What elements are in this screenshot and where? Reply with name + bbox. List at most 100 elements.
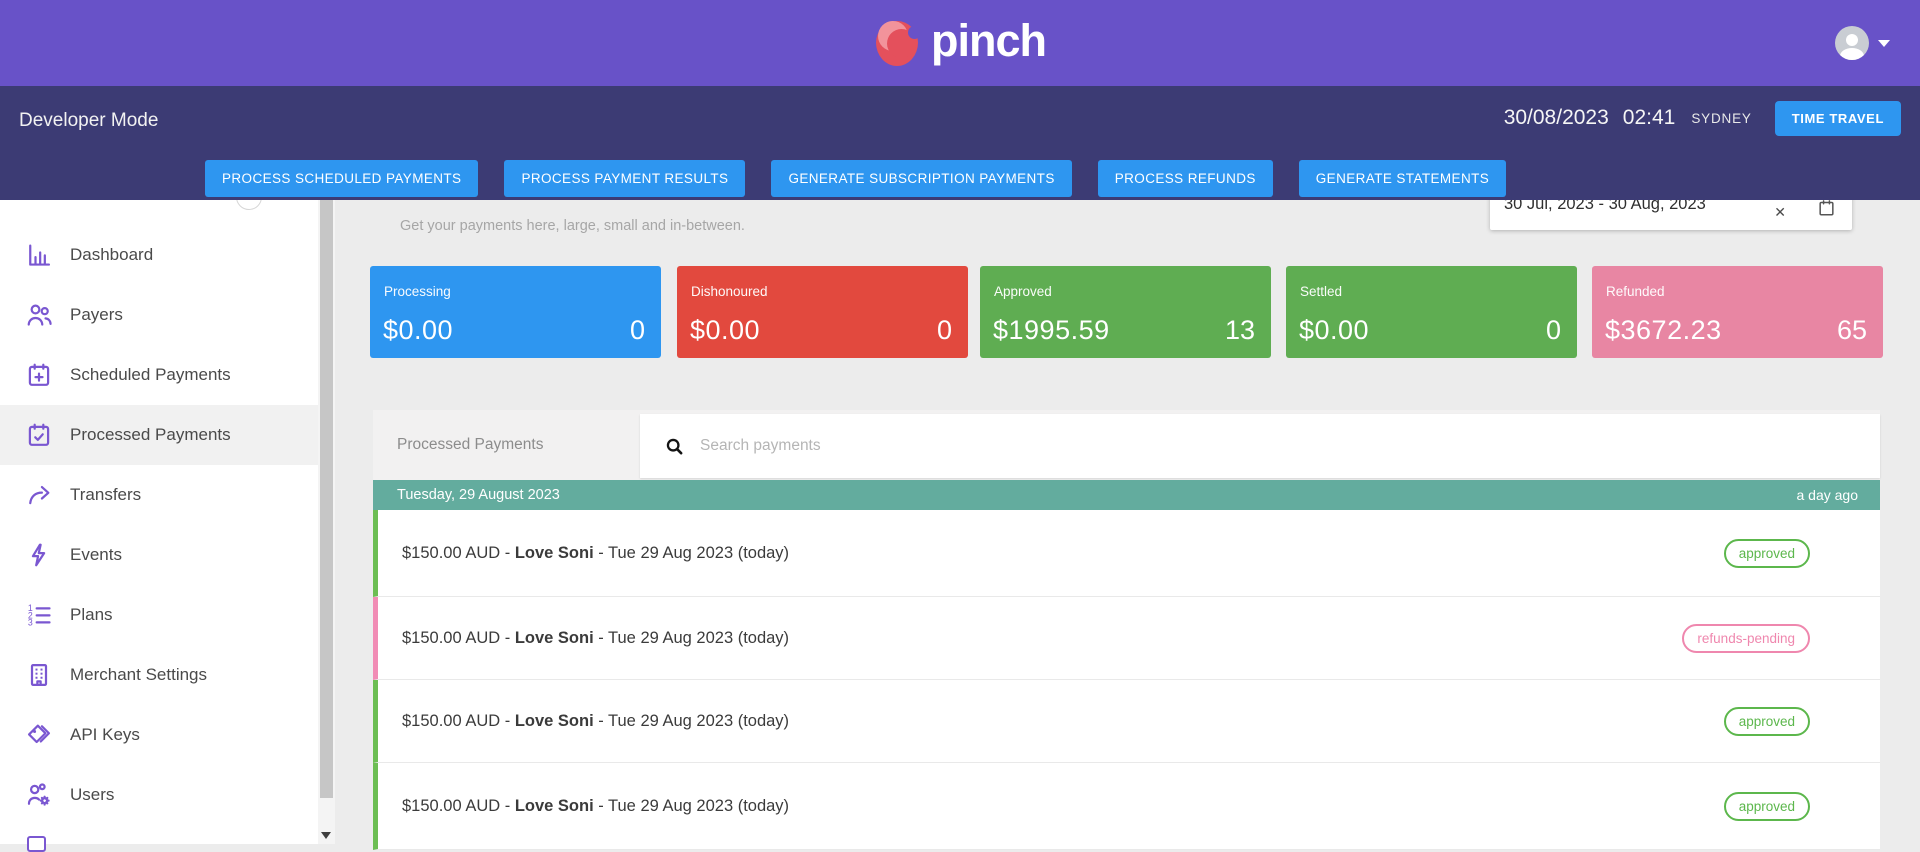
payment-description: $150.00 AUD - Love Soni - Tue 29 Aug 202… — [378, 712, 789, 731]
sidebar-item-events[interactable]: Events — [0, 525, 318, 585]
payment-date: - Tue 29 Aug 2023 (today) — [593, 543, 790, 562]
process-payment-results-button[interactable]: PROCESS PAYMENT RESULTS — [504, 160, 746, 197]
scroll-down-arrow-icon[interactable] — [321, 832, 331, 839]
payment-amount: $150.00 AUD - — [402, 543, 515, 562]
sidebar-item-label: Payers — [70, 305, 123, 324]
devbar-clock: 30/08/2023 02:41 SYDNEY TIME TRAVEL — [1504, 100, 1901, 136]
payment-description: $150.00 AUD - Love Soni - Tue 29 Aug 202… — [378, 797, 789, 816]
developer-actions: PROCESS SCHEDULED PAYMENTS PROCESS PAYME… — [205, 160, 1507, 197]
payment-date: - Tue 29 Aug 2023 (today) — [593, 628, 790, 647]
stat-card-processing[interactable]: Processing $0.00 0 — [370, 266, 661, 358]
person-icon — [1846, 34, 1858, 46]
sidebar-item-api-keys[interactable]: API Keys — [0, 705, 318, 765]
user-menu[interactable] — [1835, 0, 1890, 86]
tag-icon — [25, 721, 53, 749]
sidebar-item-processed-payments[interactable]: Processed Payments — [0, 405, 318, 465]
sidebar-item-merchant-settings[interactable]: Merchant Settings — [0, 645, 318, 705]
payer-name: Love Soni — [514, 796, 594, 815]
users-gear-icon — [25, 781, 53, 809]
sidebar-item-label: Dashboard — [70, 245, 154, 264]
building-icon — [25, 661, 53, 689]
chevron-down-icon — [1878, 39, 1890, 47]
stat-label: Dishonoured — [691, 284, 768, 299]
sidebar-item-label: Merchant Settings — [70, 665, 208, 684]
timezone-label: SYDNEY — [1691, 110, 1752, 126]
svg-text:1: 1 — [28, 603, 33, 613]
payment-amount: $150.00 AUD - — [402, 628, 515, 647]
payment-row[interactable]: $150.00 AUD - Love Soni - Tue 29 Aug 202… — [373, 680, 1880, 763]
generate-subscription-payments-button[interactable]: GENERATE SUBSCRIPTION PAYMENTS — [771, 160, 1072, 197]
payer-name: Love Soni — [514, 711, 594, 730]
stat-count: 0 — [629, 315, 645, 345]
stat-amount: $1995.59 — [993, 315, 1110, 345]
transfer-arrow-icon — [25, 481, 53, 509]
lightning-icon — [25, 541, 53, 569]
payer-name: Love Soni — [514, 628, 594, 647]
group-date-label: Tuesday, 29 August 2023 — [397, 487, 560, 503]
payment-row[interactable]: $150.00 AUD - Love Soni - Tue 29 Aug 202… — [373, 510, 1880, 597]
scrollbar-thumb[interactable] — [320, 200, 333, 798]
stat-amount: $0.00 — [690, 315, 761, 345]
sidebar-nav: Dashboard Payers Scheduled Payments Proc… — [0, 225, 318, 825]
current-time: 02:41 — [1622, 106, 1676, 129]
stat-label: Settled — [1300, 284, 1343, 299]
calendar-plus-icon — [25, 361, 53, 389]
stat-card-refunded[interactable]: Refunded $3672.23 65 — [1592, 266, 1883, 358]
status-badge: approved — [1723, 706, 1810, 736]
sidebar-item-transfers[interactable]: Transfers — [0, 465, 318, 525]
svg-text:3: 3 — [28, 618, 33, 628]
stat-count: 65 — [1836, 315, 1867, 345]
payments-list-header: Processed Payments — [373, 410, 1880, 480]
payment-description: $150.00 AUD - Love Soni - Tue 29 Aug 202… — [378, 544, 789, 563]
payment-description: $150.00 AUD - Love Soni - Tue 29 Aug 202… — [378, 629, 789, 648]
clear-icon[interactable]: ✕ — [1774, 204, 1786, 220]
stat-label: Refunded — [1606, 284, 1665, 299]
payment-row[interactable]: $150.00 AUD - Love Soni - Tue 29 Aug 202… — [373, 597, 1880, 680]
time-travel-button[interactable]: TIME TRAVEL — [1774, 100, 1901, 136]
sidebar-scrollbar[interactable] — [318, 200, 335, 844]
stat-count: 0 — [1545, 315, 1561, 345]
sidebar-item-partial-icon — [27, 836, 46, 852]
pinch-logo-text: pinch — [931, 14, 1047, 66]
payment-amount: $150.00 AUD - — [402, 711, 515, 730]
process-refunds-button[interactable]: PROCESS REFUNDS — [1097, 160, 1273, 197]
stat-card-settled[interactable]: Settled $0.00 0 — [1286, 266, 1577, 358]
sidebar-item-payers[interactable]: Payers — [0, 285, 318, 345]
status-badge: refunds-pending — [1682, 623, 1810, 653]
group-relative-time: a day ago — [1796, 487, 1859, 503]
sidebar-item-label: API Keys — [70, 725, 140, 744]
list-title: Processed Payments — [397, 436, 544, 453]
pinch-logo[interactable]: pinch — [874, 14, 1047, 69]
sidebar-item-label: Events — [70, 545, 122, 564]
bar-chart-icon — [25, 241, 53, 269]
search-icon — [666, 438, 683, 454]
stat-card-approved[interactable]: Approved $1995.59 13 — [980, 266, 1271, 358]
avatar[interactable] — [1835, 26, 1869, 60]
sidebar-item-dashboard[interactable]: Dashboard — [0, 225, 318, 285]
sidebar-item-label: Processed Payments — [70, 425, 231, 444]
developer-mode-label: Developer Mode — [19, 110, 159, 131]
stat-count: 0 — [936, 315, 952, 345]
sidebar-item-scheduled-payments[interactable]: Scheduled Payments — [0, 345, 318, 405]
calendar-check-icon — [25, 421, 53, 449]
process-scheduled-payments-button[interactable]: PROCESS SCHEDULED PAYMENTS — [205, 160, 479, 197]
search-box[interactable] — [640, 414, 1880, 478]
search-input[interactable] — [700, 437, 1860, 455]
calendar-icon[interactable] — [1817, 198, 1836, 223]
payment-amount: $150.00 AUD - — [402, 796, 515, 815]
pinch-logo-icon — [874, 18, 921, 68]
stat-label: Processing — [384, 284, 451, 299]
sidebar-item-users[interactable]: Users — [0, 765, 318, 825]
status-badge: approved — [1723, 538, 1810, 568]
payment-row[interactable]: $150.00 AUD - Love Soni - Tue 29 Aug 202… — [373, 763, 1880, 850]
payer-name: Love Soni — [514, 543, 594, 562]
stat-card-dishonoured[interactable]: Dishonoured $0.00 0 — [677, 266, 968, 358]
current-date: 30/08/2023 — [1503, 106, 1609, 129]
stat-count: 13 — [1224, 315, 1255, 345]
stat-amount: $3672.23 — [1605, 315, 1722, 345]
generate-statements-button[interactable]: GENERATE STATEMENTS — [1298, 160, 1507, 197]
stat-label: Approved — [994, 284, 1052, 299]
stat-amount: $0.00 — [383, 315, 454, 345]
sidebar-item-label: Plans — [70, 605, 113, 624]
